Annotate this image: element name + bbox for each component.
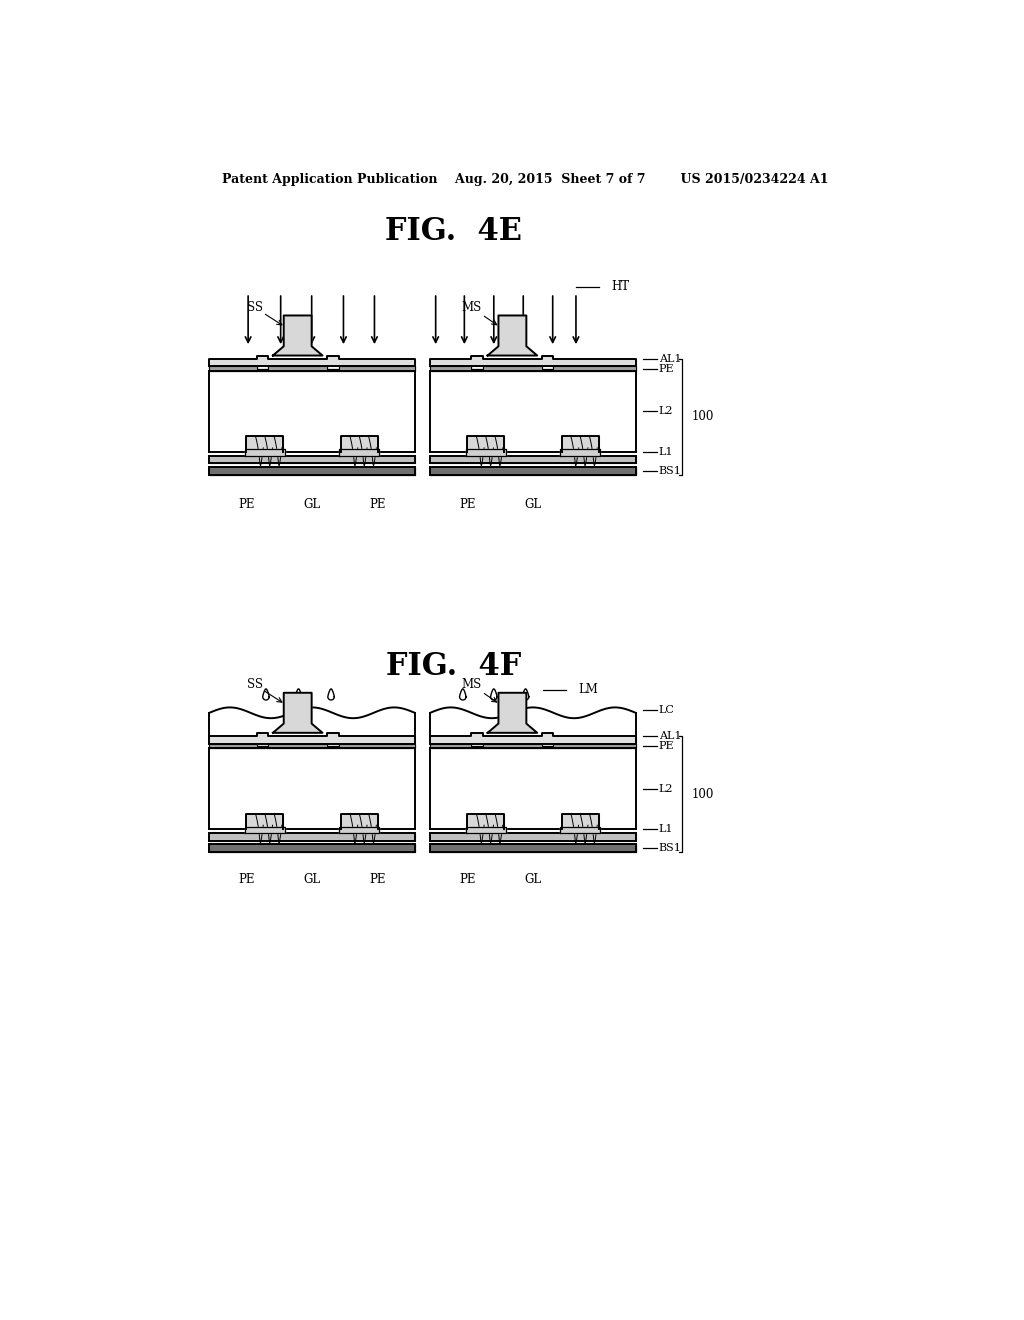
Polygon shape — [430, 748, 636, 829]
Text: L1: L1 — [658, 446, 674, 457]
Polygon shape — [430, 367, 636, 371]
Text: PE: PE — [658, 363, 675, 374]
Polygon shape — [430, 845, 636, 853]
Polygon shape — [209, 833, 415, 841]
Polygon shape — [487, 315, 538, 355]
Polygon shape — [430, 733, 636, 743]
Text: PE: PE — [658, 741, 675, 751]
Polygon shape — [467, 437, 504, 451]
Text: PE: PE — [239, 874, 255, 887]
Polygon shape — [430, 467, 636, 475]
Text: L1: L1 — [658, 824, 674, 834]
Polygon shape — [209, 455, 415, 463]
Polygon shape — [272, 693, 323, 733]
Polygon shape — [341, 437, 378, 451]
Polygon shape — [209, 733, 415, 743]
Text: BS1: BS1 — [658, 843, 682, 853]
Text: GL: GL — [524, 499, 542, 511]
Text: L2: L2 — [658, 407, 674, 416]
Polygon shape — [430, 833, 636, 841]
Text: SS: SS — [247, 301, 282, 325]
Text: GL: GL — [303, 499, 321, 511]
Polygon shape — [430, 743, 636, 748]
Text: FIG.  4F: FIG. 4F — [386, 651, 521, 682]
Polygon shape — [561, 813, 599, 829]
Polygon shape — [209, 748, 415, 829]
Text: AL1: AL1 — [658, 354, 681, 363]
Polygon shape — [467, 813, 504, 829]
Text: HT: HT — [611, 280, 630, 293]
Text: 100: 100 — [691, 411, 714, 424]
Polygon shape — [466, 826, 506, 833]
Text: PE: PE — [370, 874, 386, 887]
Text: PE: PE — [459, 499, 475, 511]
Polygon shape — [466, 449, 506, 455]
Polygon shape — [561, 437, 599, 451]
Polygon shape — [560, 826, 600, 833]
Text: MS: MS — [461, 678, 497, 702]
Text: PE: PE — [459, 874, 475, 887]
Polygon shape — [209, 355, 415, 367]
Text: LC: LC — [658, 705, 675, 715]
Polygon shape — [339, 826, 380, 833]
Text: GL: GL — [524, 874, 542, 887]
Polygon shape — [430, 455, 636, 463]
Text: SS: SS — [247, 678, 282, 702]
Polygon shape — [430, 355, 636, 367]
Polygon shape — [209, 467, 415, 475]
Text: L2: L2 — [658, 784, 674, 793]
Polygon shape — [341, 813, 378, 829]
Text: 100: 100 — [691, 788, 714, 800]
Text: PE: PE — [370, 499, 386, 511]
Text: AL1: AL1 — [658, 731, 681, 741]
Polygon shape — [487, 693, 538, 733]
Polygon shape — [209, 845, 415, 853]
Polygon shape — [246, 813, 284, 829]
Polygon shape — [246, 437, 284, 451]
Polygon shape — [209, 743, 415, 748]
Polygon shape — [209, 371, 415, 451]
Text: LM: LM — [579, 684, 598, 696]
Polygon shape — [245, 826, 285, 833]
Polygon shape — [245, 449, 285, 455]
Text: MS: MS — [461, 301, 497, 325]
Polygon shape — [209, 367, 415, 371]
Polygon shape — [430, 371, 636, 451]
Text: GL: GL — [303, 874, 321, 887]
Text: BS1: BS1 — [658, 466, 682, 477]
Polygon shape — [339, 449, 380, 455]
Polygon shape — [272, 315, 323, 355]
Text: PE: PE — [239, 499, 255, 511]
Text: Patent Application Publication    Aug. 20, 2015  Sheet 7 of 7        US 2015/023: Patent Application Publication Aug. 20, … — [221, 173, 828, 186]
Text: FIG.  4E: FIG. 4E — [385, 216, 522, 247]
Polygon shape — [560, 449, 600, 455]
